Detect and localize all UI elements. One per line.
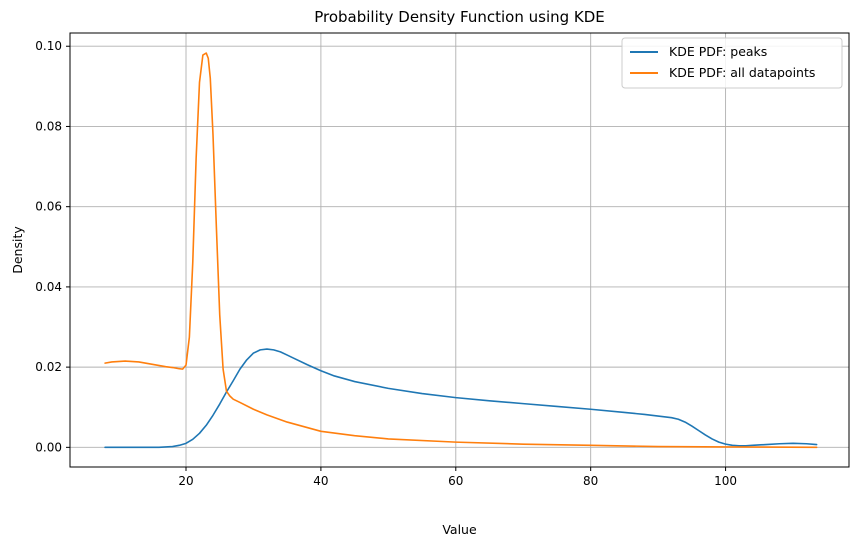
series-line-peaks xyxy=(104,348,818,449)
y-axis-label: Density xyxy=(10,226,25,274)
legend: KDE PDF: peaks KDE PDF: all datapoints xyxy=(621,37,843,89)
legend-label-peaks: KDE PDF: peaks xyxy=(669,44,767,59)
y-tick-label: 0.10 xyxy=(35,39,62,53)
y-axis: 0.00 0.02 0.04 0.06 0.08 0.10 xyxy=(35,39,70,454)
y-tick-label: 0.06 xyxy=(35,200,62,214)
x-tick-label: 40 xyxy=(313,474,328,488)
series-layer xyxy=(104,52,818,449)
plot-area-frame xyxy=(69,32,850,468)
legend-label-all-datapoints: KDE PDF: all datapoints xyxy=(669,65,815,80)
legend-box xyxy=(621,37,843,89)
chart-title: Probability Density Function using KDE xyxy=(314,8,605,26)
series-line-all-datapoints xyxy=(104,52,818,449)
x-tick-label: 80 xyxy=(583,474,598,488)
x-axis: 20 40 60 80 100 xyxy=(178,467,737,488)
y-tick-label: 0.04 xyxy=(35,280,62,294)
x-axis-label: Value xyxy=(442,522,477,537)
y-tick-label: 0.02 xyxy=(35,360,62,374)
y-tick-label: 0.00 xyxy=(35,440,62,454)
x-tick-label: 100 xyxy=(714,474,737,488)
y-tick-label: 0.08 xyxy=(35,119,62,133)
x-tick-label: 20 xyxy=(178,474,193,488)
x-tick-label: 60 xyxy=(448,474,463,488)
